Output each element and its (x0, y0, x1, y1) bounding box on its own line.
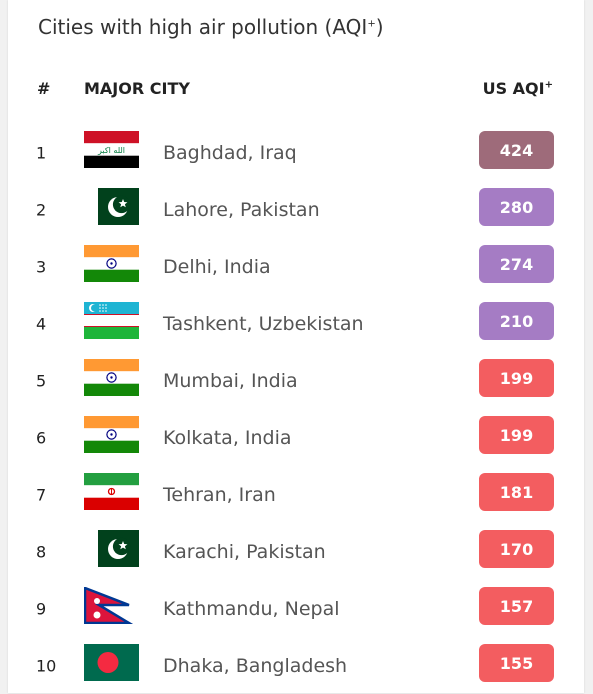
table-row[interactable]: 4 Tashkent, Uzbekistan 210 (8, 295, 584, 352)
city-name[interactable]: Kathmandu, Nepal (163, 597, 340, 620)
table-row[interactable]: 9 Kathmandu, Nepal 157 (8, 580, 584, 637)
india-flag-icon (84, 359, 139, 396)
uzbekistan-flag-icon (84, 302, 139, 339)
rank-number: 8 (36, 542, 47, 561)
aqi-badge: 210 (479, 302, 554, 340)
pakistan-flag-icon (84, 188, 139, 225)
city-name[interactable]: Mumbai, India (163, 369, 298, 392)
aqi-badge: 274 (479, 245, 554, 283)
city-name[interactable]: Karachi, Pakistan (163, 540, 326, 563)
city-name[interactable]: Dhaka, Bangladesh (163, 654, 348, 677)
svg-text:الله اكبر: الله اكبر (97, 146, 125, 155)
iran-flag-icon (84, 473, 139, 510)
city-name[interactable]: Lahore, Pakistan (163, 198, 320, 221)
city-name[interactable]: Baghdad, Iraq (163, 141, 297, 164)
page-title: Cities with high air pollution (AQI+) (38, 15, 384, 39)
column-header-aqi: US AQI+ (482, 79, 553, 98)
city-name[interactable]: Kolkata, India (163, 426, 292, 449)
bangladesh-flag-icon (84, 644, 139, 681)
aqi-badge: 199 (479, 359, 554, 397)
rank-number: 7 (36, 485, 47, 504)
iraq-flag-icon: الله اكبر (84, 131, 139, 168)
table-row[interactable]: 8 Karachi, Pakistan 170 (8, 523, 584, 580)
aqi-badge: 170 (479, 530, 554, 568)
rank-number: 5 (36, 371, 47, 390)
column-header-city: MAJOR CITY (84, 79, 190, 98)
table-row[interactable]: 3 Delhi, India 274 (8, 238, 584, 295)
rank-number: 10 (36, 656, 57, 675)
city-name[interactable]: Tashkent, Uzbekistan (163, 312, 364, 335)
aqi-badge: 157 (479, 587, 554, 625)
rank-number: 4 (36, 314, 47, 333)
table-row[interactable]: 6 Kolkata, India 199 (8, 409, 584, 466)
column-header-rank: # (37, 79, 51, 98)
ranking-card: Cities with high air pollution (AQI+) # … (8, 0, 584, 693)
pakistan-flag-icon (84, 530, 139, 567)
city-name[interactable]: Tehran, Iran (163, 483, 276, 506)
table-row[interactable]: 1 الله اكبر Baghdad, Iraq 424 (8, 124, 584, 181)
aqi-badge: 199 (479, 416, 554, 454)
table-row[interactable]: 2 Lahore, Pakistan 280 (8, 181, 584, 238)
india-flag-icon (84, 245, 139, 282)
aqi-badge: 424 (479, 131, 554, 169)
rank-number: 3 (36, 257, 47, 276)
india-flag-icon (84, 416, 139, 453)
rank-number: 1 (36, 143, 47, 162)
rank-number: 6 (36, 428, 47, 447)
table-row[interactable]: 10 Dhaka, Bangladesh 155 (8, 637, 584, 694)
table-row[interactable]: 5 Mumbai, India 199 (8, 352, 584, 409)
nepal-flag-icon (84, 587, 134, 624)
rank-number: 9 (36, 599, 47, 618)
aqi-badge: 181 (479, 473, 554, 511)
city-name[interactable]: Delhi, India (163, 255, 271, 278)
rank-number: 2 (36, 200, 47, 219)
aqi-badge: 155 (479, 644, 554, 682)
table-row[interactable]: 7 Tehran, Iran 181 (8, 466, 584, 523)
aqi-badge: 280 (479, 188, 554, 226)
